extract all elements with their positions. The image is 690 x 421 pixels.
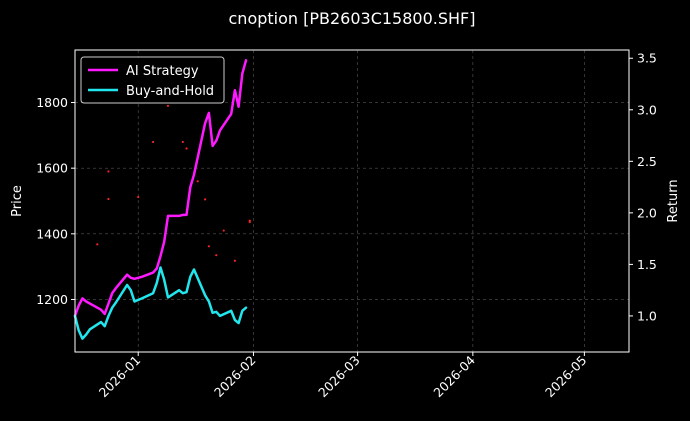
y-tick-label-0: 1200 [36, 292, 68, 307]
trade-mark-0 [96, 243, 99, 246]
legend: AI Strategy Buy-and-Hold [80, 56, 225, 104]
trade-mark-9 [204, 198, 207, 201]
trade-mark-1 [107, 170, 110, 173]
trade-mark-12 [222, 229, 225, 232]
y2-tick-label-2: 2.0 [637, 205, 657, 220]
y2-axis-ticks: 1.0 1.5 2.0 2.5 3.0 3.5 [629, 51, 657, 323]
y2-tick-label-1: 1.5 [637, 257, 657, 272]
chart-title: cnoption [PB2603C15800.SHF] [229, 9, 476, 28]
series-layer [73, 59, 248, 340]
y-tick-label-2: 1600 [36, 161, 68, 176]
y-axis-ticks: 1200 1400 1600 1800 [36, 95, 75, 307]
y-axis-label: Price [10, 185, 25, 217]
y-tick-label-1: 1400 [36, 226, 68, 241]
y2-tick-label-4: 3.0 [637, 102, 657, 117]
plot-frame [74, 49, 630, 353]
trade-mark-5 [166, 104, 170, 107]
trade-marks [96, 104, 251, 262]
legend-label-ai-strategy: AI Strategy [126, 64, 199, 79]
trade-mark-13 [233, 259, 236, 262]
trade-mark-10 [207, 245, 210, 248]
trade-mark-2 [107, 197, 110, 201]
y2-axis-label: Return [666, 179, 681, 222]
trade-mark-4 [151, 140, 155, 144]
y2-tick-label-3: 2.5 [637, 154, 657, 169]
series-line-ai-strategy [73, 59, 248, 318]
y-tick-label-3: 1800 [36, 95, 68, 110]
trade-mark-15 [248, 220, 251, 224]
legend-label-buy-and-hold: Buy-and-Hold [126, 84, 214, 99]
y2-tick-label-5: 3.5 [637, 51, 657, 66]
trade-mark-11 [215, 254, 218, 257]
y2-tick-label-0: 1.0 [637, 308, 657, 323]
trade-mark-6 [181, 140, 184, 144]
trade-mark-7 [185, 147, 188, 150]
trade-mark-3 [137, 195, 140, 199]
series-line-buy-and-hold [73, 266, 248, 340]
legend-box [80, 56, 225, 104]
trade-mark-8 [196, 180, 199, 183]
